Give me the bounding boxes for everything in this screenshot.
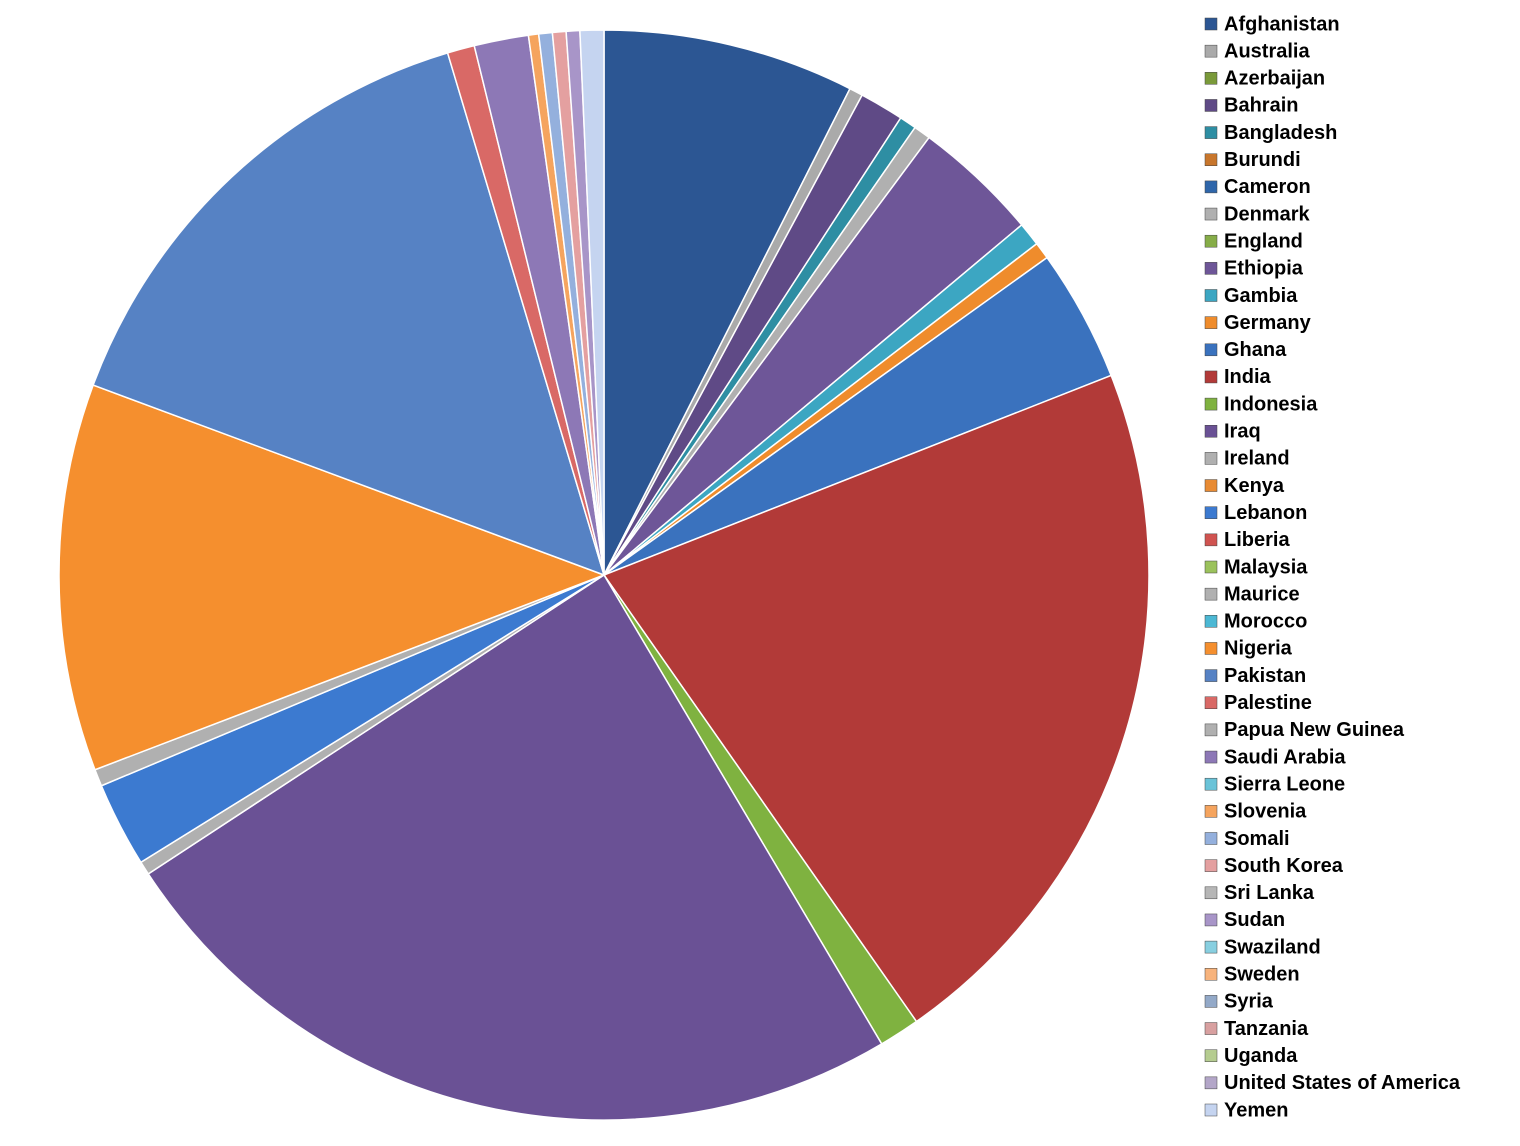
legend-label: Bangladesh <box>1224 122 1337 144</box>
legend-label: Papua New Guinea <box>1224 719 1405 741</box>
legend-swatch <box>1204 940 1218 954</box>
legend-label: Australia <box>1224 40 1310 62</box>
legend-label: Iraq <box>1224 421 1261 443</box>
legend-label: Sweden <box>1224 964 1300 986</box>
legend-label: Afghanistan <box>1224 13 1340 35</box>
legend-swatch <box>1204 533 1218 547</box>
legend-swatch <box>1204 696 1218 709</box>
legend-label: Nigeria <box>1224 638 1293 660</box>
legend-label: Lebanon <box>1224 502 1307 524</box>
legend-label: Denmark <box>1224 203 1310 225</box>
legend-label: Burundi <box>1224 149 1301 171</box>
legend-swatch <box>1204 289 1218 302</box>
legend-swatch <box>1204 669 1218 682</box>
legend-swatch <box>1204 859 1218 872</box>
legend-swatch <box>1204 44 1218 58</box>
legend-swatch <box>1204 777 1218 791</box>
legend-label: Ethiopia <box>1224 258 1304 280</box>
legend-swatch <box>1204 832 1218 845</box>
legend-swatch <box>1204 452 1218 465</box>
legend-swatch <box>1204 126 1218 139</box>
legend-swatch <box>1204 370 1218 384</box>
legend-swatch <box>1204 886 1218 900</box>
legend-swatch <box>1204 995 1218 1008</box>
legend-label: Yemen <box>1224 1099 1288 1121</box>
legend-swatch <box>1204 805 1218 818</box>
legend-label: Palestine <box>1224 692 1312 714</box>
legend-swatch <box>1204 425 1218 438</box>
legend-label: Uganda <box>1224 1045 1298 1067</box>
pie-slice <box>579 29 605 576</box>
legend-swatch <box>1204 1022 1218 1035</box>
legend-swatch <box>1204 1049 1218 1062</box>
legend-label: Swaziland <box>1224 936 1321 958</box>
legend-swatch <box>1204 479 1218 492</box>
legend-swatch <box>1204 153 1218 166</box>
legend-label: Ireland <box>1224 448 1290 470</box>
legend-swatch <box>1204 99 1218 112</box>
legend-label: Indonesia <box>1224 393 1318 415</box>
legend-swatch <box>1204 968 1218 981</box>
legend-label: India <box>1224 366 1272 388</box>
legend-label: Maurice <box>1224 583 1300 605</box>
legend-label: Pakistan <box>1224 665 1306 687</box>
legend-swatch <box>1204 316 1218 329</box>
legend-swatch <box>1204 234 1218 248</box>
legend-swatch <box>1204 180 1218 194</box>
legend-label: Liberia <box>1224 529 1290 551</box>
legend-label: Tanzania <box>1224 1018 1309 1040</box>
legend-swatch <box>1204 1076 1218 1090</box>
legend-label: England <box>1224 230 1303 252</box>
legend-swatch <box>1204 262 1218 275</box>
legend-swatch <box>1204 750 1218 764</box>
legend-swatch <box>1204 506 1218 519</box>
legend-swatch <box>1204 17 1218 31</box>
legend-swatch <box>1204 642 1218 655</box>
legend-swatch <box>1204 397 1218 411</box>
pie-slice <box>58 384 607 771</box>
legend-label: Ghana <box>1224 339 1287 361</box>
legend-swatch <box>1204 207 1218 221</box>
legend-label: Kenya <box>1224 475 1285 497</box>
legend-label: Azerbaijan <box>1224 68 1325 90</box>
pie-slice <box>603 29 851 576</box>
legend-swatch <box>1204 723 1218 737</box>
pie-slice <box>92 51 606 577</box>
legend-label: Sierra Leone <box>1224 773 1345 795</box>
legend-label: Malaysia <box>1224 556 1308 578</box>
pie-slice <box>147 573 883 1121</box>
legend-swatch <box>1204 615 1218 628</box>
legend-label: Gambia <box>1224 285 1298 307</box>
legend-label: Sudan <box>1224 909 1285 931</box>
legend-label: Somali <box>1224 828 1290 850</box>
legend-label: Slovenia <box>1224 801 1307 823</box>
legend-label: Bahrain <box>1224 95 1298 117</box>
legend-label: United States of America <box>1224 1072 1461 1094</box>
legend-label: South Korea <box>1224 855 1344 877</box>
legend-label: Germany <box>1224 312 1312 334</box>
legend-label: Morocco <box>1224 611 1307 633</box>
legend-label: Sri Lanka <box>1224 882 1315 904</box>
legend-swatch <box>1204 913 1218 927</box>
legend-swatch <box>1204 587 1218 601</box>
legend-swatch <box>1204 72 1218 85</box>
legend-swatch <box>1204 343 1218 357</box>
legend-swatch <box>1204 560 1218 574</box>
legend-label: Syria <box>1224 991 1274 1013</box>
legend-swatch <box>1204 1103 1218 1117</box>
pie-slice <box>602 374 1150 1023</box>
legend-label: Cameron <box>1224 176 1311 198</box>
legend-label: Saudi Arabia <box>1224 746 1346 768</box>
